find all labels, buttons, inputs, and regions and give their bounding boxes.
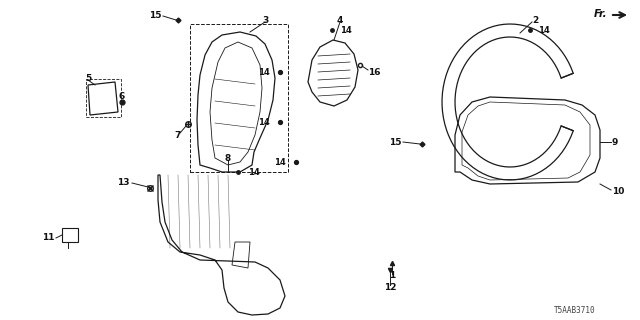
Text: 14: 14	[248, 167, 260, 177]
Text: Fr.: Fr.	[593, 9, 607, 19]
Text: 13: 13	[118, 178, 130, 187]
Text: T5AAB3710: T5AAB3710	[554, 306, 595, 315]
Text: 14: 14	[538, 26, 550, 35]
Text: 14: 14	[259, 68, 270, 76]
Text: 7: 7	[175, 131, 181, 140]
Text: 15: 15	[390, 138, 402, 147]
Text: 2: 2	[532, 15, 538, 25]
Text: 11: 11	[42, 234, 55, 243]
Text: 12: 12	[384, 284, 396, 292]
Text: 16: 16	[368, 68, 381, 76]
Text: 3: 3	[262, 15, 268, 25]
Text: 4: 4	[337, 15, 343, 25]
Text: 8: 8	[225, 154, 231, 163]
Text: 14: 14	[275, 157, 286, 166]
Text: 5: 5	[85, 74, 91, 83]
Text: 14: 14	[340, 26, 352, 35]
Text: 15: 15	[150, 11, 162, 20]
Text: 1: 1	[389, 271, 395, 281]
Text: 10: 10	[612, 188, 625, 196]
Text: 9: 9	[612, 138, 618, 147]
Text: 14: 14	[259, 117, 270, 126]
Text: 6: 6	[119, 92, 125, 100]
